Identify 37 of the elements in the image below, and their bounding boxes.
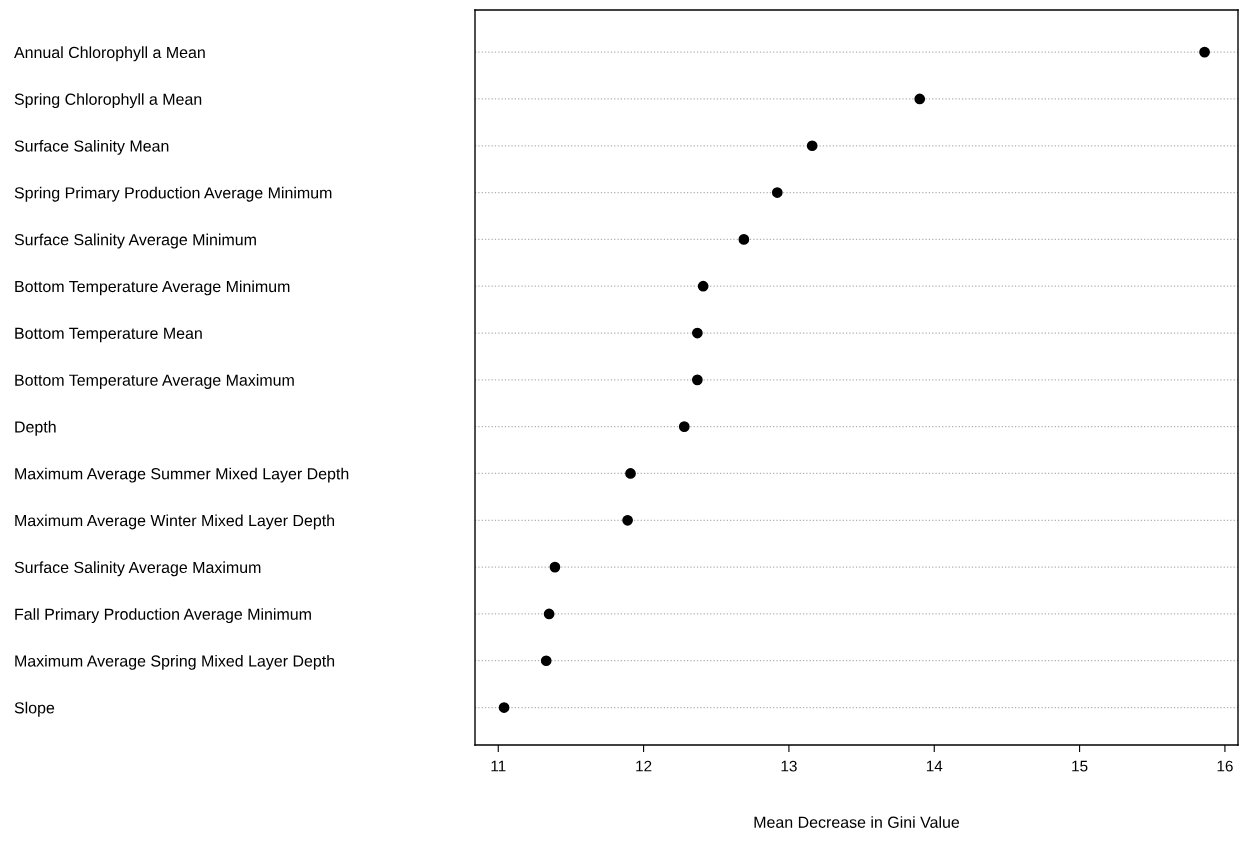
y-tick-label: Spring Primary Production Average Minimum [14,186,332,202]
y-tick-label: Maximum Average Spring Mixed Layer Depth [15,654,335,670]
point [540,655,552,667]
point [914,93,926,105]
point [625,468,636,479]
x-tick-label: 13 [781,760,797,772]
y-tick-label: Maximum Average Winter Mixed Layer Depth [15,514,335,530]
x-tick-label: 12 [636,760,652,772]
y-tick-label: Fall Primary Production Average Minimum [15,608,311,624]
x-axis-title: Mean Decrease in Gini Value [754,816,960,828]
x-tick-label: 15 [1072,760,1088,772]
y-tick-label: Annual Chlorophyll a Mean [14,46,205,62]
point [806,140,818,152]
x-tick-label: 11 [491,760,506,772]
y-tick-label: Surface Salinity Average Maximum [14,561,261,577]
y-tick-label: Slope [14,701,55,717]
point [543,608,555,620]
point [738,234,750,245]
point [678,421,690,433]
y-tick-label: Bottom Temperature Average Maximum [15,374,294,389]
y-tick-label: Surface Salinity Mean [14,139,169,155]
y-tick-label: Bottom Temperature Average Minimum [15,280,290,296]
y-tick-label: Spring Chlorophyll a Mean [14,93,202,109]
point [697,280,709,292]
x-tick-label: 14 [926,760,943,772]
y-tick-label: Maximum Average Summer Mixed Layer Depth [15,467,349,483]
point [549,561,561,573]
point [622,514,633,526]
y-tick-label: Bottom Temperature Mean [15,327,202,343]
y-tick-label: Depth [15,420,56,436]
point [692,374,703,386]
point [1199,46,1210,58]
x-tick-label: 16 [1217,760,1233,772]
y-tick-label: Surface Salinity Average Minimum [14,233,256,249]
point [692,327,703,339]
point [498,702,510,713]
point [771,187,783,198]
